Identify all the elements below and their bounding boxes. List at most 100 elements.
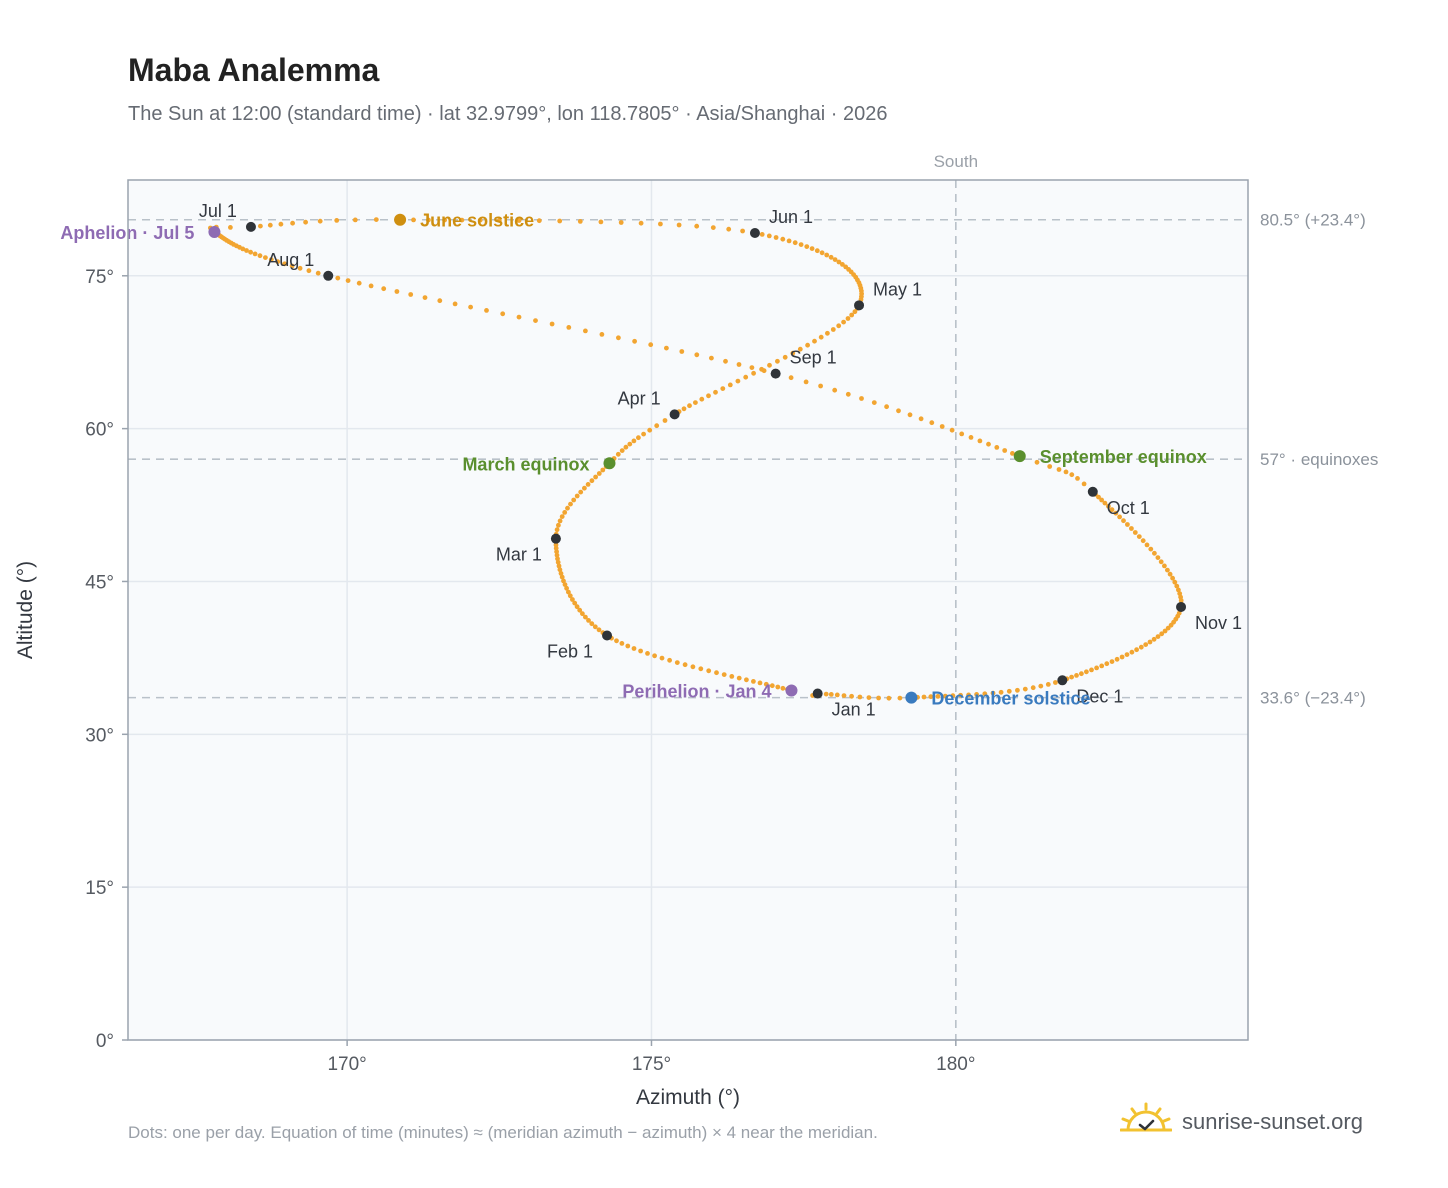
daily-dot (1155, 634, 1161, 639)
daily-dot (652, 653, 657, 659)
month-marker-label: Jun 1 (769, 207, 813, 227)
daily-dot (1125, 522, 1130, 527)
daily-dot (968, 435, 974, 440)
month-marker-dot (749, 227, 760, 238)
daily-dot (557, 567, 563, 573)
daily-dot (567, 593, 573, 599)
y-tick-label: 0° (96, 1031, 114, 1052)
daily-dot (775, 358, 780, 364)
daily-dot (740, 228, 745, 234)
daily-dot (736, 675, 742, 681)
daily-dot (723, 358, 728, 364)
daily-dot (623, 444, 629, 450)
daily-dot (664, 345, 669, 351)
daily-dot (557, 518, 563, 524)
chart-subtitle: The Sun at 12:00 (standard time) · lat 3… (128, 103, 888, 125)
daily-dot (836, 259, 842, 265)
meridian-label: South (934, 152, 978, 171)
event-label: September equinox (1040, 447, 1207, 467)
month-marker-dot (669, 409, 680, 420)
event-label: Perihelion · Jan 4 (622, 681, 771, 701)
daily-dot (566, 325, 572, 330)
daily-dot (368, 283, 374, 289)
event-marker-dot (394, 213, 407, 226)
chart-title: Maba Analemma (128, 52, 380, 88)
daily-dot (803, 379, 809, 385)
daily-dot (500, 311, 506, 317)
daily-dot (562, 510, 568, 515)
daily-dot (1121, 518, 1126, 524)
daily-dot (918, 416, 924, 422)
daily-dot (1089, 667, 1094, 673)
daily-dot (614, 638, 619, 644)
daily-dot (1045, 682, 1051, 687)
month-marker-dot (602, 630, 613, 641)
daily-dot (484, 308, 489, 313)
daily-dot (823, 691, 829, 697)
daily-dot (1104, 661, 1110, 667)
month-marker-label: Apr 1 (618, 388, 661, 408)
daily-dot (713, 389, 718, 395)
daily-dot (533, 318, 538, 323)
daily-dot (394, 289, 400, 294)
daily-dot (577, 219, 583, 224)
month-marker-label: Mar 1 (496, 545, 542, 565)
reference-line-label: 33.6° (−23.4°) (1260, 689, 1366, 708)
daily-dot (866, 695, 872, 700)
daily-dot (744, 677, 749, 683)
daily-dot (1074, 673, 1079, 678)
daily-dot (1084, 669, 1089, 675)
daily-dot (554, 527, 560, 533)
daily-dot (876, 695, 881, 701)
daily-dot (726, 226, 732, 232)
daily-dot (693, 400, 698, 405)
plot-frame (127, 179, 1249, 1041)
daily-dot (852, 309, 858, 315)
axes: 0° 15° 30° 45° 60° 75° 170° 175° 180° Azimuth (°)… (14, 267, 975, 1109)
daily-dot (574, 493, 580, 499)
daily-dot (699, 396, 705, 402)
brand-logo[interactable]: sunrise-sunset.org (1119, 1102, 1363, 1141)
daily-dot (788, 375, 794, 381)
daily-dot (921, 694, 927, 700)
month-marker-label: Feb 1 (547, 641, 593, 661)
daily-dot (1124, 652, 1130, 657)
daily-dot (836, 323, 842, 329)
daily-dot (554, 552, 560, 558)
y-tick-label: 60° (85, 420, 114, 441)
y-tick-label: 45° (85, 572, 114, 593)
daily-dot (818, 334, 824, 340)
daily-dot (743, 374, 749, 380)
daily-dot (896, 408, 901, 414)
daily-dot (627, 441, 633, 447)
event-marker-dot (905, 691, 918, 704)
daily-dot (1099, 497, 1104, 503)
daily-dot (596, 627, 602, 633)
daily-dot (582, 485, 587, 491)
daily-dot (267, 222, 273, 228)
reference-line-label: 57° · equinoxes (1260, 450, 1378, 469)
daily-dot (559, 574, 565, 580)
daily-dot (618, 220, 624, 225)
daily-dot (843, 264, 849, 270)
daily-dot (928, 694, 934, 700)
daily-dot (977, 438, 983, 444)
daily-dot (674, 660, 680, 665)
daily-dot (766, 233, 772, 239)
daily-dot (315, 270, 321, 276)
daily-dot (763, 681, 769, 687)
daily-dot (884, 404, 889, 410)
daily-dot (619, 641, 625, 646)
daily-dot (459, 217, 465, 223)
daily-dot (583, 614, 588, 620)
daily-dot (797, 346, 803, 352)
daily-dot (818, 383, 823, 389)
daily-dot (352, 217, 358, 223)
daily-dot (282, 261, 287, 267)
daily-dot (727, 382, 733, 388)
daily-dot (564, 585, 569, 591)
daily-dot (859, 396, 864, 401)
daily-dot (751, 679, 756, 684)
daily-dot (1006, 688, 1012, 694)
x-tick-label: 180° (936, 1054, 975, 1075)
